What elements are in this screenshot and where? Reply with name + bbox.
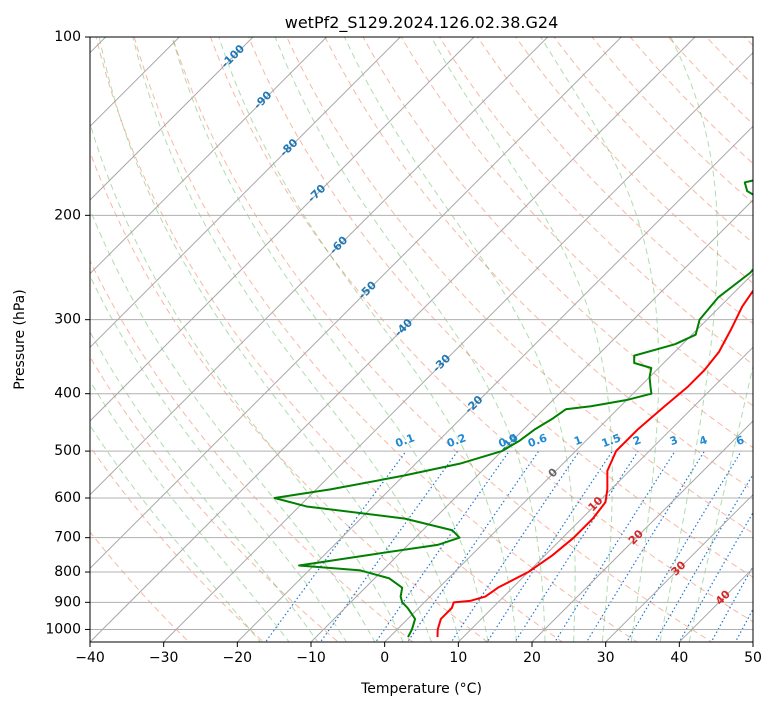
mixing-ratio-label: 4: [697, 433, 709, 448]
moist-adiabat: [90, 424, 261, 642]
x-tick-label: 10: [449, 650, 467, 666]
moist-adiabat: [90, 330, 319, 642]
mixing-ratio-line: [450, 450, 580, 642]
isotherm-line: [310, 199, 753, 642]
y-tick-label: 700: [54, 530, 81, 546]
moist-adiabat: [171, 37, 489, 642]
isotherm-line: [90, 37, 328, 275]
isotherm-line: [90, 37, 696, 642]
x-tick-label: 40: [670, 650, 688, 666]
isotherm-line: [457, 346, 753, 642]
mixing-ratio-label: 0.6: [526, 431, 549, 450]
dry-adiabat: [248, 37, 753, 578]
dry-adiabat: [477, 37, 753, 325]
y-tick-label: 600: [54, 490, 81, 506]
moist-adiabat: [218, 37, 518, 642]
dry-adiabat: [324, 37, 753, 491]
moist-adiabat: [98, 37, 432, 642]
dry-adiabats: [90, 37, 753, 642]
isotherm-line: [90, 37, 254, 201]
plot-area: -100-90-80-70-60-50-40-30-20-10010203040…: [90, 37, 753, 642]
x-tick-label: −10: [296, 650, 326, 666]
isotherm-line: [90, 37, 623, 570]
chart-title: wetPf2_S129.2024.126.02.38.G24: [285, 13, 559, 33]
isotherm-line: [90, 37, 181, 128]
y-tick-label: 100: [54, 29, 81, 45]
dry-adiabat: [171, 37, 713, 642]
moist-adiabat: [540, 37, 660, 642]
mixing-ratio-label: 0.1: [394, 431, 417, 450]
isotherm-line: [383, 272, 753, 642]
y-tick-label: 1000: [45, 621, 81, 637]
x-axis: −40 −30 −20 −10 0 10 20 30 40 50: [75, 642, 762, 666]
x-tick-label: −40: [75, 650, 105, 666]
dry-adiabat: [90, 259, 414, 642]
isobar-gridlines: [90, 37, 753, 630]
dry-adiabat: [438, 37, 753, 366]
dry-adiabat: [286, 37, 753, 534]
y-axis: 100 200 300 400 500 600 700 800 900 1000: [45, 29, 90, 637]
dry-adiabat: [90, 445, 265, 642]
isotherm-line: [90, 37, 475, 422]
x-axis-title: Temperature (°C): [360, 681, 482, 697]
y-tick-label: 300: [54, 312, 81, 328]
y-tick-label: 900: [54, 594, 81, 610]
x-tick-label: 50: [744, 650, 762, 666]
mixing-ratio-line: [626, 450, 742, 642]
plot-frame: [89, 36, 754, 643]
x-tick-label: 0: [380, 650, 389, 666]
x-tick-label: 20: [523, 650, 541, 666]
moist-adiabat: [659, 37, 719, 642]
mixing-ratio-line: [375, 450, 510, 642]
y-tick-label: 200: [54, 207, 81, 223]
y-tick-label: 800: [54, 564, 81, 580]
isotherm-line: [604, 493, 753, 642]
x-tick-label: −20: [223, 650, 253, 666]
y-tick-label: 400: [54, 386, 81, 402]
dry-adiabat: [90, 150, 489, 642]
dry-adiabat: [362, 37, 753, 449]
moist-adiabat: [430, 37, 613, 642]
y-axis-title: Pressure (hPa): [12, 289, 28, 389]
isotherm-line: [236, 125, 753, 642]
sounding-profiles: [273, 179, 753, 638]
x-tick-label: 30: [597, 650, 615, 666]
mixing-ratio-label: 0.2: [445, 431, 468, 450]
y-tick-label: 500: [54, 443, 81, 459]
isotherm-line: [531, 420, 753, 642]
mixing-ratio-label: 6: [734, 433, 746, 448]
dry-adiabat: [133, 37, 638, 642]
mixing-ratio-line: [486, 450, 613, 642]
moist-adiabat: [90, 380, 290, 642]
mixing-ratio-label: 3: [668, 433, 680, 448]
temperature-profile-line: [436, 289, 753, 638]
mixing-ratio-label: 1: [572, 433, 584, 448]
isotherm-line: [162, 51, 753, 642]
mixing-ratio-line: [654, 473, 753, 642]
mixing-ratio-label: 2: [631, 433, 643, 448]
isotherm-line: [90, 37, 402, 349]
x-tick-label: −30: [149, 650, 179, 666]
isotherm-line: [90, 37, 549, 496]
mixing-ratio-label: 1.5: [600, 431, 623, 450]
moist-adiabat: [274, 37, 546, 642]
mixing-ratio-line: [678, 511, 753, 642]
mixing-ratio-line: [406, 450, 540, 642]
moist-adiabat: [90, 208, 376, 642]
dry-adiabat: [667, 37, 753, 125]
moist-adiabat: [688, 363, 753, 642]
mixing-ratio-label: 0.4: [497, 431, 520, 450]
dry-adiabat: [95, 37, 564, 642]
dewpoint-profile-line: [273, 179, 753, 638]
isotherm-lines: [90, 37, 753, 642]
